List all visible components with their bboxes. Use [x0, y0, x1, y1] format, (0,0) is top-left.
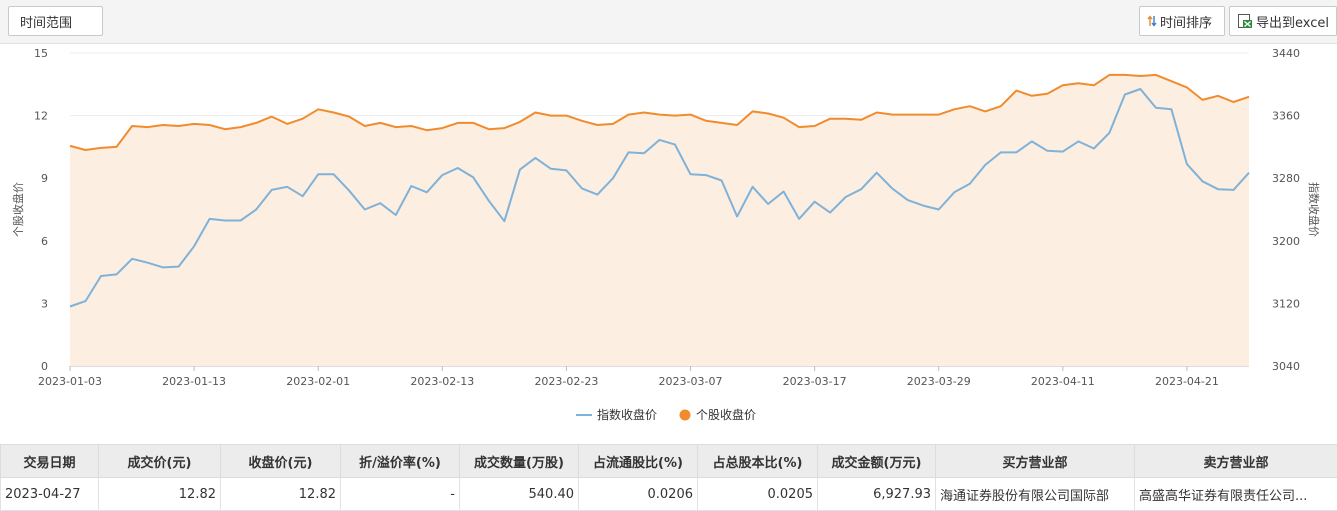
x-tick-label: 2023-03-07 [659, 375, 723, 388]
time-sort-label: 时间排序 [1160, 15, 1213, 31]
time-sort-button[interactable]: 时间排序 [1139, 6, 1225, 36]
cell-buyer-branch[interactable]: 海通证券股份有限公司国际部 [935, 477, 1135, 511]
legend-index-label: 指数收盘价 [597, 407, 657, 422]
x-tick-label: 2023-03-29 [907, 375, 971, 388]
index-close-line [69, 88, 1250, 308]
table-row: 2023-04-27 12.82 12.82 - 540.40 0.0206 0… [0, 477, 1337, 511]
cell-float-share-ratio: 0.0206 [578, 477, 698, 511]
cell-total-share-ratio: 0.0205 [697, 477, 818, 511]
y-left-tick-label: 9 [41, 172, 48, 185]
time-range-button[interactable]: 时间范围 [8, 6, 103, 36]
cell-trade-date: 2023-04-27 [0, 477, 99, 511]
excel-icon [1237, 13, 1253, 29]
cell-amount: 6,927.93 [817, 477, 936, 511]
stock-close-area [70, 74, 1249, 367]
header-close-price[interactable]: 收盘价(元) [220, 444, 341, 478]
export-excel-button[interactable]: 导出到excel [1229, 6, 1337, 36]
header-seller-branch[interactable]: 卖方营业部 [1134, 444, 1337, 478]
y-right-tick-label: 3360 [1272, 110, 1300, 123]
header-amount[interactable]: 成交金额(万元) [817, 444, 936, 478]
x-tick-label: 2023-02-23 [534, 375, 598, 388]
y-left-tick-label: 3 [41, 297, 48, 310]
header-volume[interactable]: 成交数量(万股) [459, 444, 579, 478]
header-trade-price[interactable]: 成交价(元) [98, 444, 221, 478]
x-tick-label: 2023-04-21 [1155, 375, 1219, 388]
toolbar: 时间范围 时间排序 导出到excel [0, 0, 1337, 44]
y-right-tick-label: 3440 [1272, 47, 1300, 60]
header-trade-date[interactable]: 交易日期 [0, 444, 99, 478]
cell-close-price: 12.82 [220, 477, 341, 511]
y-right-axis-label: 指数收盘价 [1307, 182, 1321, 237]
x-tick-label: 2023-02-13 [410, 375, 474, 388]
y-left-tick-label: 12 [34, 110, 48, 123]
time-range-label: 时间范围 [20, 15, 73, 31]
cell-trade-price: 12.82 [98, 477, 221, 511]
cell-seller-branch[interactable]: 高盛高华证券有限责任公司... [1134, 477, 1337, 511]
x-tick-label: 2023-03-17 [783, 375, 847, 388]
y-left-tick-label: 15 [34, 47, 48, 60]
header-total-share-ratio[interactable]: 占总股本比(%) [697, 444, 818, 478]
cell-premium-rate: - [340, 477, 460, 511]
header-premium-rate[interactable]: 折/溢价率(%) [340, 444, 460, 478]
export-excel-label: 导出到excel [1256, 15, 1329, 31]
cell-volume: 540.40 [459, 477, 579, 511]
y-right-tick-label: 3280 [1272, 172, 1300, 185]
block-trade-table: 交易日期 成交价(元) 收盘价(元) 折/溢价率(%) 成交数量(万股) 占流通… [0, 444, 1337, 511]
y-right-tick-label: 3040 [1272, 360, 1300, 373]
legend-stock-label: 个股收盘价 [696, 407, 756, 422]
header-buyer-branch[interactable]: 买方营业部 [935, 444, 1135, 478]
header-float-share-ratio[interactable]: 占流通股比(%) [578, 444, 698, 478]
y-right-tick-label: 3200 [1272, 235, 1300, 248]
x-tick-label: 2023-01-03 [38, 375, 102, 388]
stock-close-line [69, 73, 1250, 151]
x-tick-label: 2023-04-11 [1031, 375, 1095, 388]
legend-stock-swatch [679, 409, 691, 421]
y-left-tick-label: 6 [41, 235, 48, 248]
sort-arrows-icon [1147, 15, 1157, 27]
table-header-row: 交易日期 成交价(元) 收盘价(元) 折/溢价率(%) 成交数量(万股) 占流通… [0, 444, 1337, 478]
x-tick-label: 2023-02-01 [286, 375, 350, 388]
y-right-tick-label: 3120 [1272, 297, 1300, 310]
y-left-tick-label: 0 [41, 360, 48, 373]
x-tick-label: 2023-01-13 [162, 375, 226, 388]
y-left-axis-label: 个股收盘价 [11, 182, 25, 237]
